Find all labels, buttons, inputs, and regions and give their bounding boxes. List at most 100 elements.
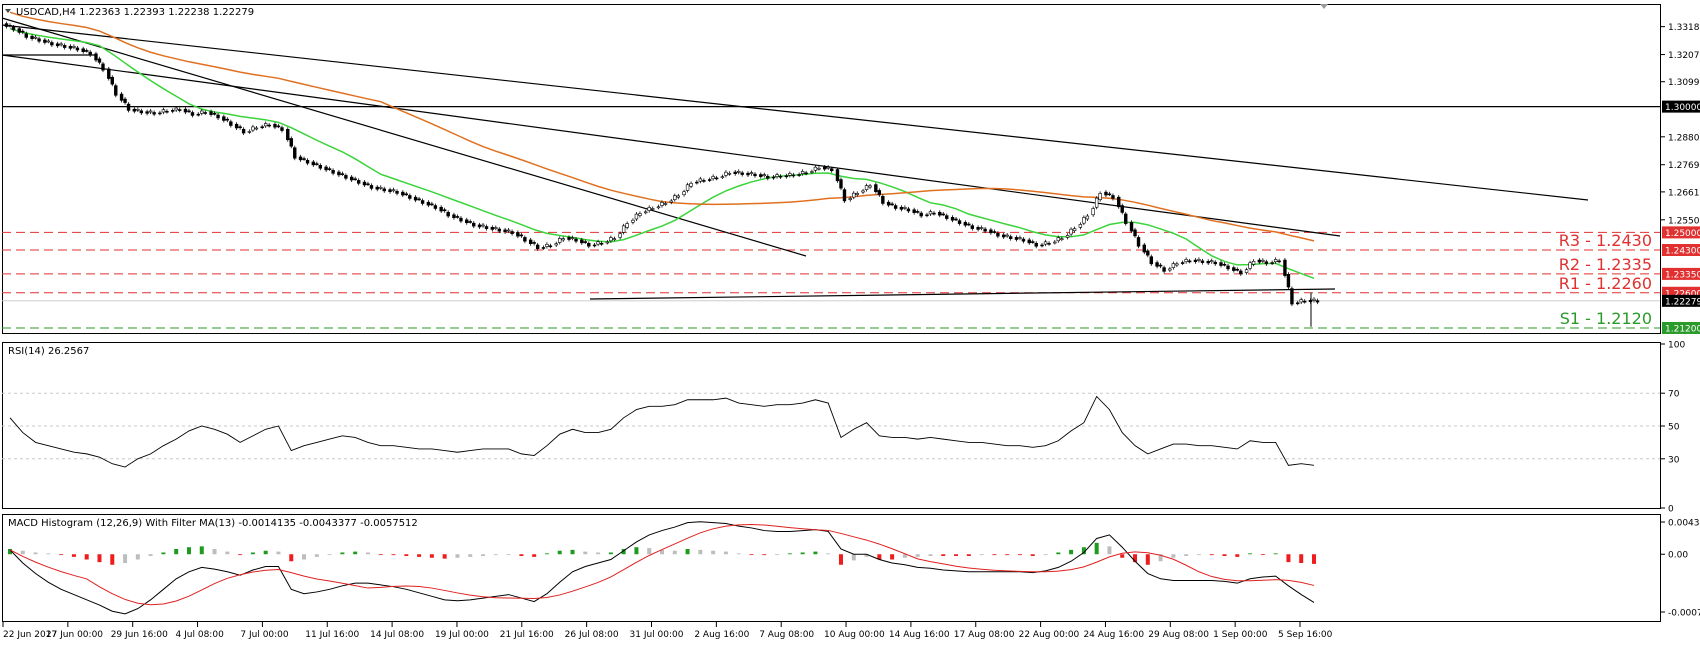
macd-bar-22	[289, 554, 294, 562]
candle-body-192	[822, 166, 827, 170]
candle-body-216	[925, 214, 929, 217]
candle-body-113	[484, 226, 489, 229]
candle-body-18	[81, 48, 85, 52]
candle-body-47	[203, 112, 207, 114]
candle-body-22	[97, 58, 102, 63]
candle-body-88	[379, 186, 383, 189]
price-panel-frame	[2, 4, 1661, 334]
macd-histogram	[8, 542, 1316, 565]
macd-bar-7	[97, 554, 102, 563]
macd-bar-67	[864, 554, 869, 557]
macd-bar-26	[340, 552, 345, 555]
candle-body-308	[1315, 300, 1320, 303]
candle-body-157	[673, 195, 677, 200]
candle-body-278	[1187, 260, 1192, 263]
candle-body-122	[523, 237, 527, 242]
candle-body-125	[535, 244, 540, 250]
candle-body-101	[433, 205, 438, 209]
chart-shift-marker-icon[interactable]	[1320, 4, 1328, 9]
candles	[4, 21, 1320, 327]
candle-body-217	[928, 211, 933, 215]
candle-body-108	[465, 219, 469, 224]
candle-body-72	[311, 161, 316, 166]
candle-body-142	[609, 237, 613, 242]
macd-bar-94	[1209, 554, 1214, 556]
candle-body-198	[848, 198, 852, 200]
macd-bar-72	[928, 554, 933, 556]
macd-bar-87	[1120, 554, 1125, 558]
time-label-18: 29 Aug 08:00	[1148, 630, 1209, 640]
candle-body-100	[430, 203, 434, 206]
candle-body-304	[1299, 299, 1303, 303]
candle-body-183	[784, 175, 789, 178]
candle-body-91	[391, 189, 396, 192]
candle-body-28	[123, 98, 127, 103]
candle-body-296	[1264, 261, 1269, 265]
candle-body-190	[813, 166, 818, 171]
candle-body-55	[238, 126, 242, 129]
candle-body-271	[1158, 264, 1163, 267]
candle-body-302	[1290, 288, 1294, 305]
macd-bar-62	[800, 552, 805, 555]
candle-body-237	[1014, 237, 1019, 240]
candle-body-60	[260, 126, 264, 129]
candle-body-64	[276, 125, 281, 128]
time-label-15: 17 Aug 08:00	[954, 630, 1015, 640]
candle-body-248	[1060, 238, 1064, 240]
candle-body-99	[426, 201, 431, 206]
candle-body-169	[724, 171, 728, 176]
macd-bar-41	[532, 554, 537, 557]
candle-body-210	[899, 206, 904, 210]
candle-body-121	[519, 234, 524, 237]
macd-bar-101	[1299, 554, 1304, 564]
candle-body-38	[165, 110, 169, 113]
candle-body-90	[388, 189, 392, 193]
candle-body-174	[746, 172, 750, 176]
candle-body-254	[1085, 215, 1090, 220]
candle-body-59	[254, 127, 259, 130]
candle-body-297	[1270, 262, 1274, 264]
candle-body-124	[532, 242, 536, 244]
time-label-4: 7 Jul 00:00	[240, 630, 289, 640]
candle-body-203	[868, 185, 872, 188]
panel-menu-icon[interactable]	[5, 9, 11, 13]
macd-bar-78	[1005, 554, 1010, 556]
trendlines	[1, 17, 1589, 300]
time-label-7: 19 Jul 00:00	[435, 630, 489, 640]
price-tick-label-4: 1.27690	[1668, 161, 1700, 171]
macd-bar-55	[711, 550, 716, 555]
candle-body-62	[267, 124, 271, 127]
macd-bar-19	[250, 552, 255, 555]
macd-bar-89	[1145, 554, 1150, 565]
candle-body-130	[558, 238, 562, 243]
trendline-support	[589, 288, 1336, 300]
candle-body-61	[263, 123, 268, 127]
time-label-14: 14 Aug 16:00	[889, 630, 950, 640]
price-tick-label-0: 1.33180	[1668, 23, 1700, 33]
candle-body-4	[21, 30, 25, 33]
candle-body-57	[247, 131, 252, 133]
candle-body-277	[1184, 259, 1188, 263]
macd-bar-73	[941, 554, 946, 556]
macd-bar-36	[468, 554, 473, 557]
candle-body-32	[139, 110, 144, 114]
candle-body-160	[685, 184, 690, 191]
candle-body-73	[315, 163, 319, 165]
candle-body-86	[369, 185, 374, 189]
time-label-11: 2 Aug 16:00	[694, 630, 749, 640]
macd-bar-13	[174, 548, 179, 555]
candle-body-185	[791, 174, 796, 177]
macd-bar-27	[353, 551, 358, 555]
macd-bar-96	[1235, 554, 1240, 557]
candle-body-298	[1273, 259, 1278, 263]
macd-bar-4	[59, 554, 64, 556]
candle-body-195	[835, 169, 840, 182]
macd-bar-31	[404, 554, 409, 556]
candle-body-66	[286, 128, 290, 141]
candle-body-168	[720, 176, 725, 178]
candle-body-281	[1200, 260, 1205, 263]
candle-body-262	[1120, 205, 1124, 213]
macd-bar-93	[1196, 554, 1201, 556]
